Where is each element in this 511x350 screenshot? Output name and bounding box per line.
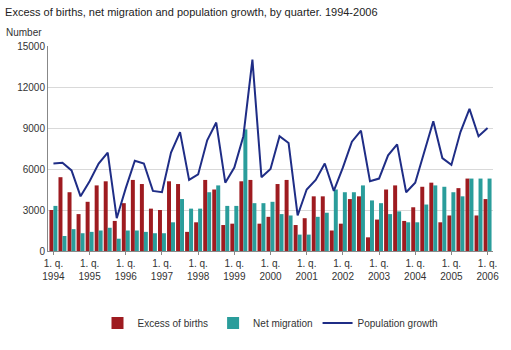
svg-text:1. q.1995: 1. q.1995 (78, 258, 101, 282)
svg-text:1. q.1996: 1. q.1996 (115, 258, 138, 282)
svg-text:Excess of births: Excess of births (138, 318, 209, 329)
svg-text:0: 0 (39, 246, 45, 257)
svg-text:6000: 6000 (23, 164, 46, 175)
svg-text:Number: Number (6, 27, 42, 38)
svg-text:Population growth: Population growth (358, 318, 438, 329)
svg-text:Net migration: Net migration (253, 318, 312, 329)
svg-text:1. q.2003: 1. q.2003 (368, 258, 391, 282)
svg-text:3000: 3000 (23, 205, 46, 216)
svg-text:1. q.2002: 1. q.2002 (332, 258, 355, 282)
svg-text:12000: 12000 (17, 82, 45, 93)
svg-text:15000: 15000 (17, 41, 45, 52)
svg-text:9000: 9000 (23, 123, 46, 134)
svg-text:1. q.2006: 1. q.2006 (476, 258, 499, 282)
svg-text:Excess of births, net migratio: Excess of births, net migration and popu… (5, 6, 377, 18)
svg-text:1. q.1994: 1. q.1994 (42, 258, 65, 282)
svg-text:1. q.2005: 1. q.2005 (440, 258, 463, 282)
svg-text:1. q.2004: 1. q.2004 (404, 258, 427, 282)
svg-text:1. q.2001: 1. q.2001 (296, 258, 319, 282)
svg-text:1. q.1997: 1. q.1997 (151, 258, 174, 282)
svg-text:1. q.1999: 1. q.1999 (223, 258, 246, 282)
svg-text:1. q.1998: 1. q.1998 (187, 258, 210, 282)
svg-text:1. q.2000: 1. q.2000 (259, 258, 282, 282)
